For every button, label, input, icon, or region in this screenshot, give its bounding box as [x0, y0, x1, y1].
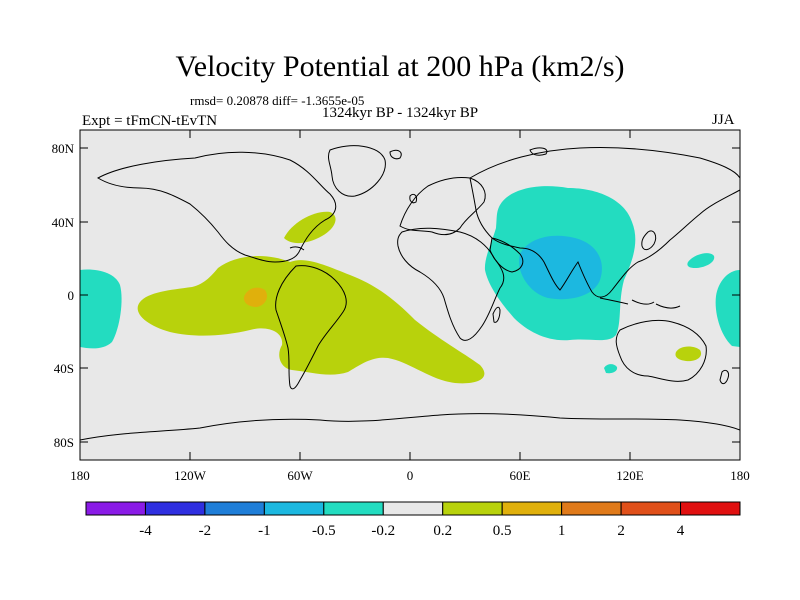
- contour-fields: [80, 145, 740, 441]
- lon-label-0: 0: [407, 468, 414, 483]
- colorbar-label: 2: [617, 523, 625, 539]
- colorbar-label: -0.2: [371, 523, 395, 539]
- colorbar-swatch: [85, 501, 146, 516]
- colorbar-swatch: [144, 501, 206, 516]
- colorbar-label: -2: [199, 523, 212, 539]
- contour-positive-02-atlantic: [137, 256, 485, 384]
- colorbar-label: -4: [139, 523, 152, 539]
- lat-label-80s: 80S: [54, 435, 74, 450]
- lon-label-120w: 120W: [174, 468, 207, 483]
- lon-label-120e: 120E: [616, 468, 644, 483]
- contour-positive-05-center: [243, 287, 267, 307]
- colorbar-swatch: [442, 501, 503, 516]
- colorbar-label: 4: [677, 523, 685, 539]
- contour-negative-02-east-edge: [715, 270, 740, 347]
- lon-label-180e: 180: [730, 468, 750, 483]
- lon-label-60e: 60E: [510, 468, 531, 483]
- stats-label: rmsd= 0.20878 diff= -1.3655e-05: [190, 93, 365, 108]
- colorbar-swatch: [323, 501, 384, 516]
- colorbar-label: -1: [258, 523, 271, 539]
- lon-label-180w: 180: [70, 468, 90, 483]
- coastlines: [80, 145, 740, 441]
- colorbar-swatch: [263, 501, 325, 516]
- colorbar-label: 1: [558, 523, 566, 539]
- colorbar-label: 0.5: [493, 523, 512, 539]
- colorbar: -4 -2 -1 -0.5 -0.2 0.2 0.5 1 2 4: [85, 501, 741, 539]
- colorbar-label: 0.2: [433, 523, 452, 539]
- experiment-label: Expt = tFmCN-tEvTN: [82, 113, 218, 129]
- contour-negative-02-west-edge: [80, 269, 122, 349]
- colorbar-swatch: [561, 501, 622, 516]
- colorbar-swatch: [680, 501, 741, 516]
- plot-title: Velocity Potential at 200 hPa (km2/s): [175, 50, 625, 83]
- lat-ticks: [80, 147, 740, 443]
- colorbar-swatch: [382, 501, 444, 516]
- period-label: 1324kyr BP - 1324kyr BP: [322, 105, 479, 121]
- season-label: JJA: [712, 112, 735, 128]
- contour-positive-02-caribbean: [284, 211, 336, 244]
- lat-label-40s: 40S: [54, 361, 74, 376]
- lon-ticks: [189, 130, 631, 460]
- contour-negative-02-east-asia: [687, 253, 715, 268]
- lon-label-60w: 60W: [287, 468, 313, 483]
- contour-negative-05-center: [519, 235, 602, 300]
- lat-label-0: 0: [68, 288, 75, 303]
- lat-label-80n: 80N: [52, 141, 75, 156]
- colorbar-swatch: [501, 501, 563, 516]
- lat-label-40n: 40N: [52, 215, 75, 230]
- colorbar-label: -0.5: [312, 523, 336, 539]
- colorbar-swatch: [204, 501, 265, 516]
- contour-negative-02-indian: [604, 364, 618, 374]
- colorbar-swatch: [620, 501, 682, 516]
- contour-positive-02-australia: [675, 346, 702, 362]
